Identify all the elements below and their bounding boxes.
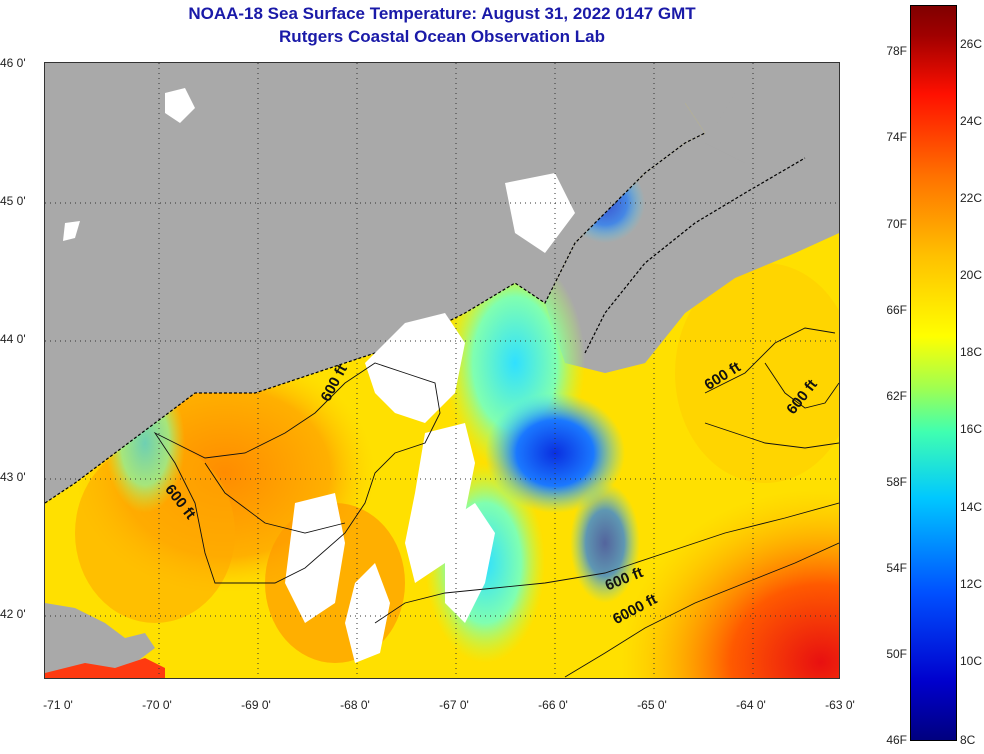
sst-map	[44, 62, 840, 679]
colorbar-c-label: 16C	[960, 422, 983, 436]
lon-label: -63 0'	[825, 698, 855, 712]
colorbar-f-label: 78F	[886, 44, 907, 58]
colorbar-f-label: 46F	[886, 733, 907, 747]
lon-label: -65 0'	[637, 698, 667, 712]
lon-label: -68 0'	[340, 698, 370, 712]
colorbar-c-label: 18C	[960, 345, 983, 359]
lon-label: -66 0'	[538, 698, 568, 712]
colorbar-f-label: 54F	[886, 561, 907, 575]
lat-label: 45 0'	[0, 194, 26, 208]
map-title: NOAA-18 Sea Surface Temperature: August …	[188, 4, 696, 23]
colorbar-c-label: 20C	[960, 268, 983, 282]
coastline	[45, 132, 706, 504]
lat-label: 46 0'	[0, 56, 26, 70]
colorbar-c-label: 10C	[960, 654, 983, 668]
colorbar-c-label: 14C	[960, 500, 983, 514]
lon-label: -64 0'	[736, 698, 766, 712]
land-nova-scotia	[585, 63, 839, 373]
depth-contours	[153, 327, 839, 624]
colorbar-f-label: 58F	[886, 475, 907, 489]
lon-label: -69 0'	[241, 698, 271, 712]
colorbar-f-label: 50F	[886, 647, 907, 661]
land-mainland	[45, 63, 839, 503]
lat-label: 43 0'	[0, 470, 26, 484]
temperature-colorbar	[910, 5, 957, 741]
lon-label: -67 0'	[439, 698, 469, 712]
colorbar-c-label: 26C	[960, 37, 983, 51]
colorbar-f-label: 74F	[886, 130, 907, 144]
map-subtitle: Rutgers Coastal Ocean Observation Lab	[279, 27, 605, 46]
colorbar-f-label: 62F	[886, 389, 907, 403]
sst-map-image	[45, 63, 839, 678]
colorbar-c-label: 24C	[960, 114, 983, 128]
colorbar-f-label: 70F	[886, 217, 907, 231]
colorbar-c-label: 22C	[960, 191, 983, 205]
colorbar-c-label: 12C	[960, 577, 983, 591]
cloud-mask	[63, 88, 575, 663]
colorbar-c-label: 8C	[960, 733, 976, 747]
lat-label: 44 0'	[0, 332, 26, 346]
land-cape-cod	[45, 603, 155, 673]
colorbar-f-label: 66F	[886, 303, 907, 317]
contour-6000ft	[564, 542, 839, 678]
lon-label: -71 0'	[43, 698, 73, 712]
lat-label: 42 0'	[0, 607, 26, 621]
lon-label: -70 0'	[142, 698, 172, 712]
